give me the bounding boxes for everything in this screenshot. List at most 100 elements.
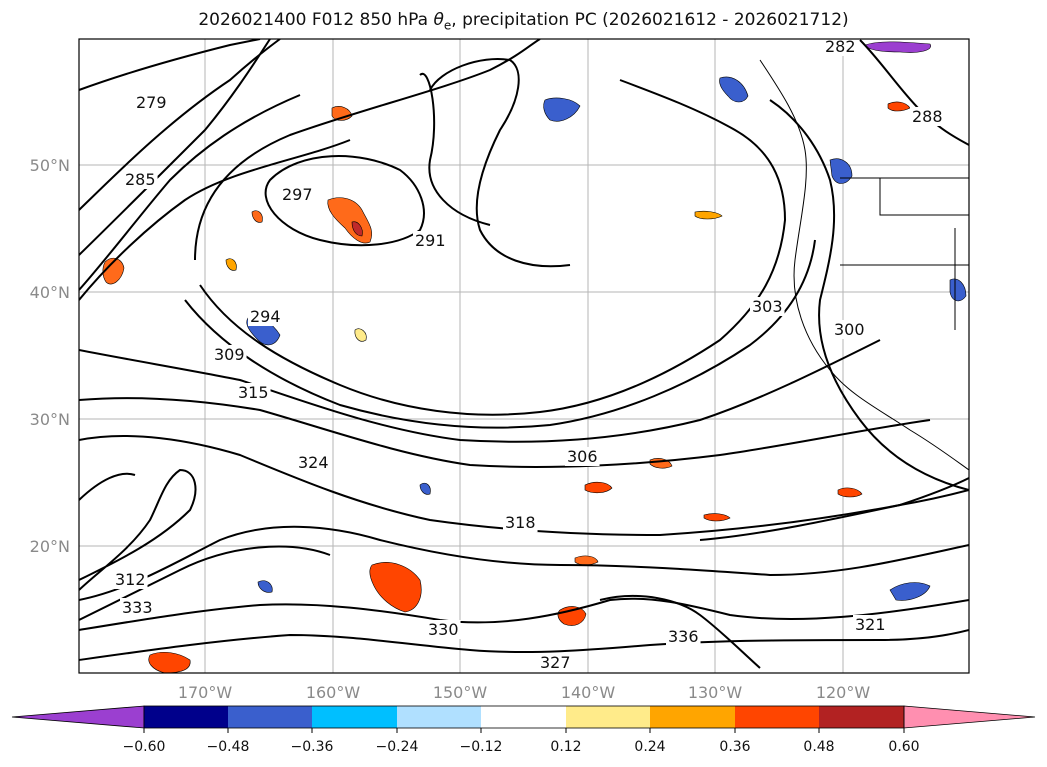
contour-label-327: 327 (540, 653, 571, 672)
lat-label-20: 20°N (30, 537, 70, 556)
contour-label-bg (565, 447, 600, 466)
precip-patch (225, 258, 237, 271)
lon-label-140w: 140°W (561, 683, 616, 702)
lat-label-30: 30°N (30, 410, 70, 429)
contour-label-bg (413, 231, 448, 250)
lat-label-40: 40°N (30, 283, 70, 302)
contour-label-318: 318 (505, 513, 536, 532)
coastline (759, 59, 969, 471)
contour-label-333: 333 (122, 598, 153, 617)
lat-label-50: 50°N (30, 156, 70, 175)
precip-patch (148, 651, 191, 673)
contour-label-324: 324 (298, 453, 329, 472)
latitude-labels: 50°N 40°N 30°N 20°N (30, 156, 70, 556)
precip-patch (257, 580, 273, 593)
contour-line (79, 94, 301, 291)
colorbar-tick-label: 0.12 (550, 739, 581, 755)
contour-label-330: 330 (428, 620, 459, 639)
map-title: 2026021400 F012 850 hPa θe, precipitatio… (0, 10, 1047, 32)
precip-patch (694, 210, 723, 220)
colorbar-segment (566, 706, 650, 728)
colorbar-frame (143, 705, 905, 729)
contour-label-285: 285 (125, 170, 156, 189)
contour-label-bg (750, 297, 785, 316)
contour-label-282: 282 (825, 37, 856, 56)
precip-patch (889, 582, 931, 601)
contour-line (599, 594, 761, 669)
precip-patch (703, 513, 731, 522)
colorbar-tick-label: 0.24 (634, 739, 665, 755)
colorbar-extend-low (11, 705, 145, 729)
contour-line (79, 39, 271, 256)
contour-label-bg (296, 453, 331, 472)
title-suffix: , precipitation PC (2026021612 - 2026021… (451, 10, 849, 30)
contour-label-321: 321 (855, 615, 886, 634)
precip-patch (354, 328, 367, 342)
colorbar-segment (819, 706, 904, 728)
longitude-labels: 170°W 160°W 150°W 140°W 130°W 120°W (178, 683, 871, 702)
contour-label-300: 300 (834, 320, 865, 339)
contour-line (79, 472, 136, 501)
contour-line (79, 339, 881, 443)
precip-patch (574, 555, 599, 566)
contour-label-306: 306 (567, 447, 598, 466)
contour-label-bg (503, 513, 538, 532)
colorbar-segment (312, 706, 397, 728)
title-theta: θ (433, 10, 444, 30)
contour-line (79, 597, 969, 631)
colorbar-tick-label: 0.60 (888, 739, 919, 755)
title-theta-sub: e (443, 18, 452, 33)
precip-patch (251, 210, 263, 223)
precip-patch (543, 97, 581, 122)
colorbar-tick-label: −0.60 (123, 739, 166, 755)
colorbar-segment (481, 706, 566, 728)
contour-label-bg (248, 307, 283, 326)
precip-patch (351, 221, 363, 237)
colorbar-tick-label: −0.36 (291, 739, 334, 755)
contour-line (79, 468, 197, 591)
contour-label-bg (280, 185, 315, 204)
precip-patch (949, 278, 967, 302)
contour-label-bg (832, 320, 867, 339)
contour-label-bg (212, 345, 247, 364)
colorbar: −0.60 −0.48 −0.36 −0.24 −0.12 0.12 0.24 … (11, 705, 1036, 755)
colorbar-segment (228, 706, 312, 728)
contour-label-279: 279 (136, 93, 167, 112)
contour-label-bg (123, 170, 158, 189)
contour-label-bg (236, 383, 271, 402)
contour-label-bg (538, 653, 573, 672)
precip-patch (369, 562, 422, 613)
contour-label-bg (426, 620, 461, 639)
contour-line (79, 139, 351, 301)
contour-label-bg (120, 598, 155, 617)
colorbar-segment (144, 706, 228, 728)
colorbar-tick-label: −0.12 (460, 739, 503, 755)
contour-label-bg (910, 107, 945, 126)
contour-line (79, 629, 969, 661)
colorbar-extend-high (903, 705, 1036, 729)
contour-label-303: 303 (752, 297, 783, 316)
colorbar-tick-label: 0.36 (719, 739, 750, 755)
lon-label-150w: 150°W (433, 683, 488, 702)
precip-patch (837, 487, 863, 498)
contour-line (419, 72, 491, 226)
gridlines (79, 39, 969, 673)
contour-label-bg (823, 39, 858, 56)
contour-label-bg (134, 93, 169, 112)
contour-label-297: 297 (282, 185, 313, 204)
title-prefix: 2026021400 F012 850 hPa (198, 10, 434, 30)
contour-line (429, 58, 571, 268)
contour-label-336: 336 (668, 627, 699, 646)
precip-patch (864, 41, 931, 53)
lon-label-170w: 170°W (178, 683, 233, 702)
contour-line (199, 79, 787, 416)
contour-line (699, 477, 969, 541)
contour-label-294: 294 (250, 307, 281, 326)
colorbar-segment (735, 706, 819, 728)
contour-line (79, 397, 931, 468)
contour-label-312: 312 (115, 570, 146, 589)
colorbar-tick-label: 0.48 (803, 739, 834, 755)
contour-line (264, 155, 425, 247)
contour-line (79, 525, 969, 601)
precip-patch (829, 158, 853, 184)
